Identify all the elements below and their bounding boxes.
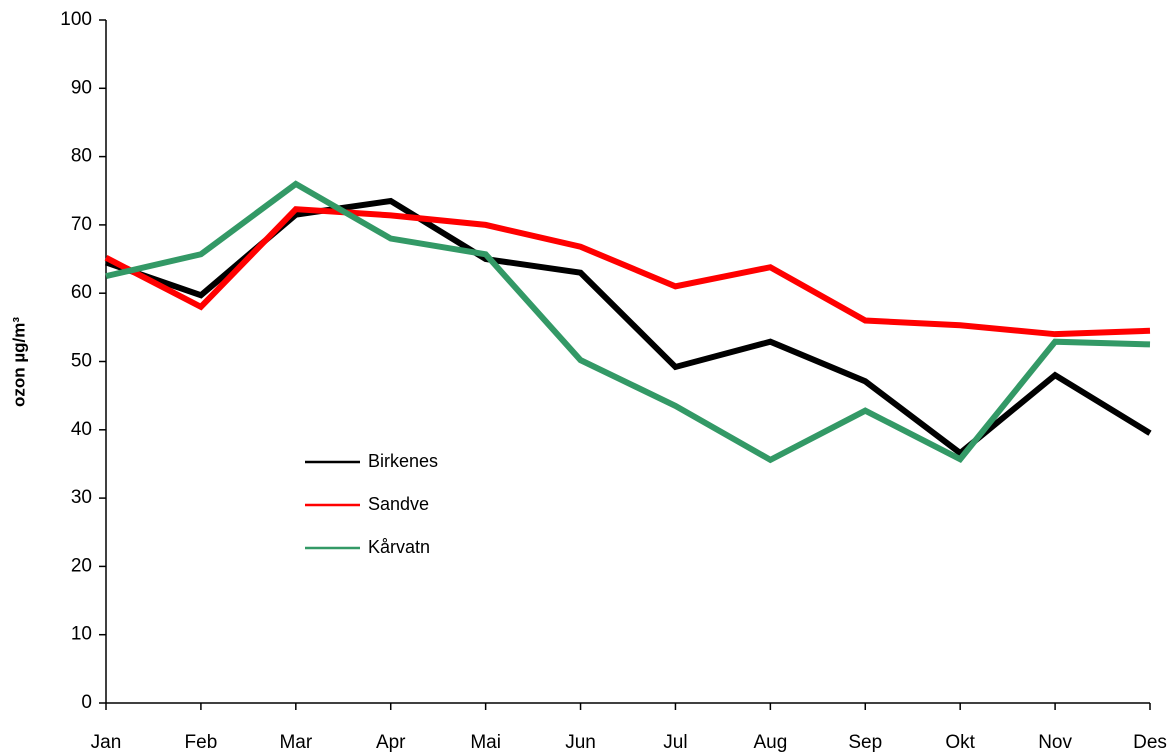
x-tick-label: Nov	[1038, 732, 1072, 753]
y-tick-label: 0	[81, 692, 92, 713]
y-tick-label: 10	[71, 624, 92, 645]
series-line	[104, 206, 1151, 338]
x-tick-label: Mar	[279, 732, 312, 753]
series-line	[105, 180, 1151, 464]
y-tick-label: 40	[71, 419, 92, 440]
legend-label: Sandve	[368, 494, 429, 514]
x-tick-label: Apr	[376, 732, 406, 753]
legend-label: Kårvatn	[368, 537, 430, 557]
x-tick-label: Jan	[91, 732, 122, 753]
x-tick-label: Feb	[185, 732, 218, 753]
y-tick-label: 30	[71, 487, 92, 508]
y-tick-label: 70	[71, 214, 92, 235]
x-tick-label: Aug	[753, 732, 787, 753]
y-tick-label: 100	[60, 9, 92, 30]
y-tick-label: 60	[71, 282, 92, 303]
x-tick-label: Okt	[945, 732, 975, 753]
x-tick-label: Mai	[470, 732, 501, 753]
x-tick-label: Sep	[848, 732, 882, 753]
x-tick-label: Des	[1133, 732, 1167, 753]
x-tick-label: Jun	[565, 732, 596, 753]
legend-label: Birkenes	[368, 451, 438, 471]
y-axis-label: ozon µg/m³	[9, 317, 28, 407]
y-tick-label: 80	[71, 146, 92, 167]
y-tick-label: 90	[71, 77, 92, 98]
y-tick-label: 20	[71, 555, 92, 576]
y-tick-label: 50	[71, 351, 92, 372]
x-tick-label: Jul	[663, 732, 687, 753]
